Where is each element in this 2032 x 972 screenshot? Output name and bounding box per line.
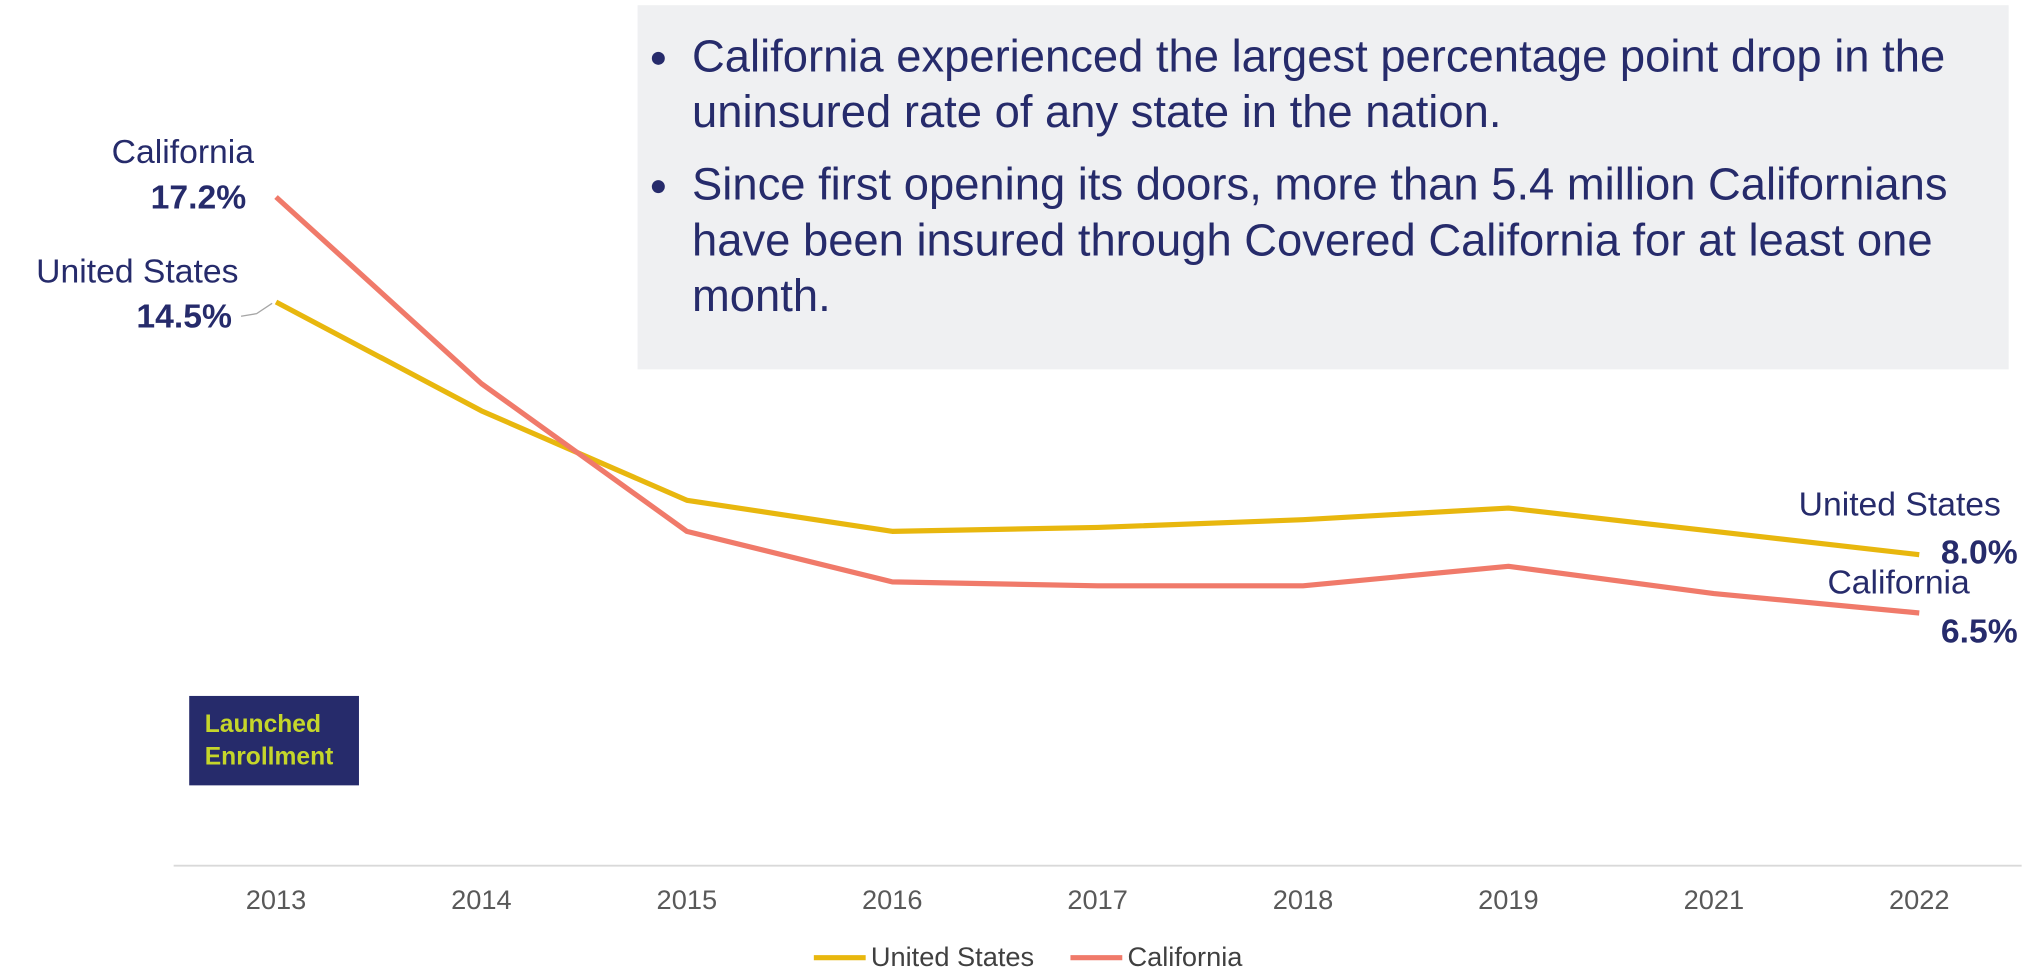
x-tick-label: 2016 <box>862 884 923 915</box>
bullet: California experienced the largest perce… <box>687 29 1996 140</box>
series-label: California <box>112 134 255 171</box>
legend-label: California <box>1127 941 1243 972</box>
x-tick-label: 2019 <box>1478 884 1539 915</box>
legend-label: United States <box>871 941 1034 972</box>
series-line <box>274 299 1920 558</box>
series-label: California <box>1827 564 1970 601</box>
bullet-list: California experienced the largest perce… <box>648 29 1996 324</box>
x-tick-label: 2015 <box>657 884 718 915</box>
data-label: 14.5% <box>136 299 232 336</box>
x-tick-label: 2013 <box>246 884 307 915</box>
bullet-area: California experienced the largest perce… <box>648 29 1996 366</box>
text-box <box>637 5 2009 370</box>
data-label: 17.2% <box>151 180 247 217</box>
leader-line <box>240 302 273 317</box>
annotation-area: Launched Enrollment <box>204 711 334 772</box>
x-tick-label: 2014 <box>451 884 512 915</box>
x-tick-label: 2021 <box>1684 884 1745 915</box>
x-tick-label: 2017 <box>1067 884 1128 915</box>
bullet: Since first opening its doors, more than… <box>687 157 1996 324</box>
x-tick-label: 2022 <box>1889 884 1950 915</box>
series-line <box>274 195 1920 616</box>
data-label: 6.5% <box>1941 614 2018 651</box>
data-label: 8.0% <box>1941 535 2018 572</box>
x-tick-label: 2018 <box>1273 884 1334 915</box>
annotation-box <box>189 695 359 786</box>
series-label: United States <box>36 253 238 290</box>
series-label: United States <box>1799 487 2001 524</box>
annotation: Launched Enrollment <box>204 711 334 772</box>
